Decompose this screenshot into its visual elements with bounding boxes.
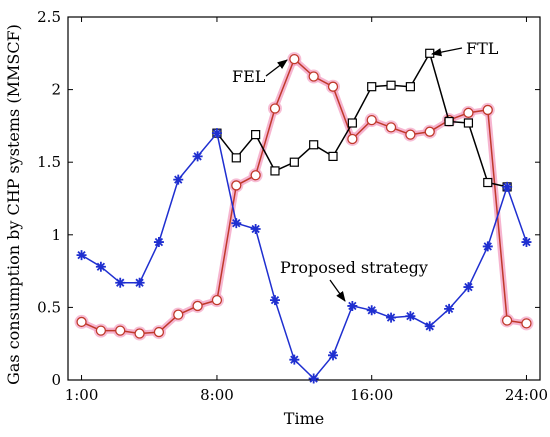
proposed-strategy-point [366, 305, 377, 316]
axes-layer: 0 0.5 1 1.5 2 2.5 1:00 8:00 16:00 24:00 [37, 8, 548, 404]
fel-point [289, 53, 300, 65]
fel-point [521, 318, 532, 329]
y-tick-label: 2 [51, 81, 61, 99]
annotation-fel-label: FEL [232, 67, 266, 86]
proposed-strategy-point [386, 312, 397, 323]
proposed-strategy-point [115, 277, 126, 288]
y-tick-label: 2.5 [37, 8, 61, 26]
fel-line [81, 58, 527, 335]
fel-point [385, 122, 397, 133]
fel-point [173, 309, 184, 320]
series-layer [74, 48, 534, 384]
annotation-proposed-strategy-arrow [329, 279, 346, 302]
proposed-strategy-point [444, 303, 455, 314]
proposed-strategy-point [308, 373, 319, 384]
ftl-point [309, 140, 319, 150]
ftl-point [328, 151, 338, 161]
fel-point [463, 107, 474, 118]
fel-point [327, 81, 339, 92]
proposed-strategy-point [250, 223, 261, 234]
fel-point [153, 326, 165, 338]
proposed-strategy-point [134, 277, 145, 288]
ftl-point [405, 82, 415, 92]
fel-point [115, 325, 126, 336]
proposed-strategy-point [173, 174, 184, 185]
proposed-strategy-point [231, 218, 242, 229]
proposed-strategy-point [463, 282, 474, 293]
x-tick-label: 1:00 [65, 386, 99, 404]
annotation-fel-arrow [265, 59, 288, 77]
x-tick-label: 16:00 [350, 386, 393, 404]
annotation-proposed-strategy-label: Proposed strategy [280, 258, 428, 277]
proposed-strategy-point [153, 237, 164, 248]
ftl-point [444, 116, 454, 127]
fel-point [192, 300, 203, 312]
ftl-point [231, 153, 241, 163]
fel-point [134, 328, 145, 339]
x-axis-title: Time [284, 409, 324, 428]
y-axis-title: Gas consumption by CHP systems (MMSCF) [4, 24, 23, 385]
fel-point [482, 104, 493, 116]
series-fel [74, 52, 534, 341]
fel-point [366, 114, 377, 126]
proposed-strategy-line [81, 132, 528, 380]
fel-point [95, 325, 107, 336]
fel-glow [78, 56, 530, 337]
y-tick-label: 0 [51, 371, 61, 389]
y-tick-label: 1.5 [37, 153, 61, 171]
fel-point [501, 315, 513, 326]
proposed-strategy-point [211, 128, 222, 139]
proposed-strategy-point [192, 151, 203, 162]
ftl-point [270, 166, 280, 176]
y-tick-label: 1 [51, 226, 61, 244]
x-tick-label: 24:00 [505, 386, 548, 404]
x-tick-label: 8:00 [200, 386, 234, 404]
fel-point [405, 129, 416, 140]
plot-frame [67, 16, 541, 381]
ftl-point [463, 118, 474, 128]
proposed-strategy-point [95, 261, 106, 272]
ftl-point [386, 80, 396, 90]
ftl-point [367, 82, 377, 92]
fel-point [76, 316, 87, 328]
fel-point [308, 71, 319, 82]
proposed-strategy-point [424, 321, 435, 332]
proposed-strategy-point [347, 300, 358, 311]
fel-point [269, 103, 281, 114]
ftl-point [251, 130, 261, 140]
proposed-strategy-point [405, 311, 416, 322]
fel-point [211, 294, 223, 306]
proposed-strategy-point [269, 295, 280, 306]
y-tick-label: 0.5 [37, 298, 61, 316]
ftl-point [347, 118, 357, 128]
ftl-line [216, 52, 508, 188]
annotation-ftl-label: FTL [466, 39, 499, 58]
proposed-strategy-point [482, 241, 493, 252]
ftl-point [289, 157, 299, 167]
fel-point [424, 126, 435, 137]
ftl-point [483, 177, 493, 188]
fel-point [347, 133, 358, 145]
proposed-strategy-point [502, 181, 513, 192]
fel-point [250, 170, 261, 181]
series-proposed-strategy [76, 128, 532, 384]
annotation-ftl-arrow [430, 47, 463, 57]
fel-point [231, 180, 242, 191]
proposed-strategy-point [521, 237, 532, 248]
proposed-strategy-point [76, 250, 87, 261]
annotation-layer: FTL FEL Proposed strategy [232, 39, 499, 302]
proposed-strategy-point [328, 350, 339, 361]
proposed-strategy-point [289, 354, 300, 365]
